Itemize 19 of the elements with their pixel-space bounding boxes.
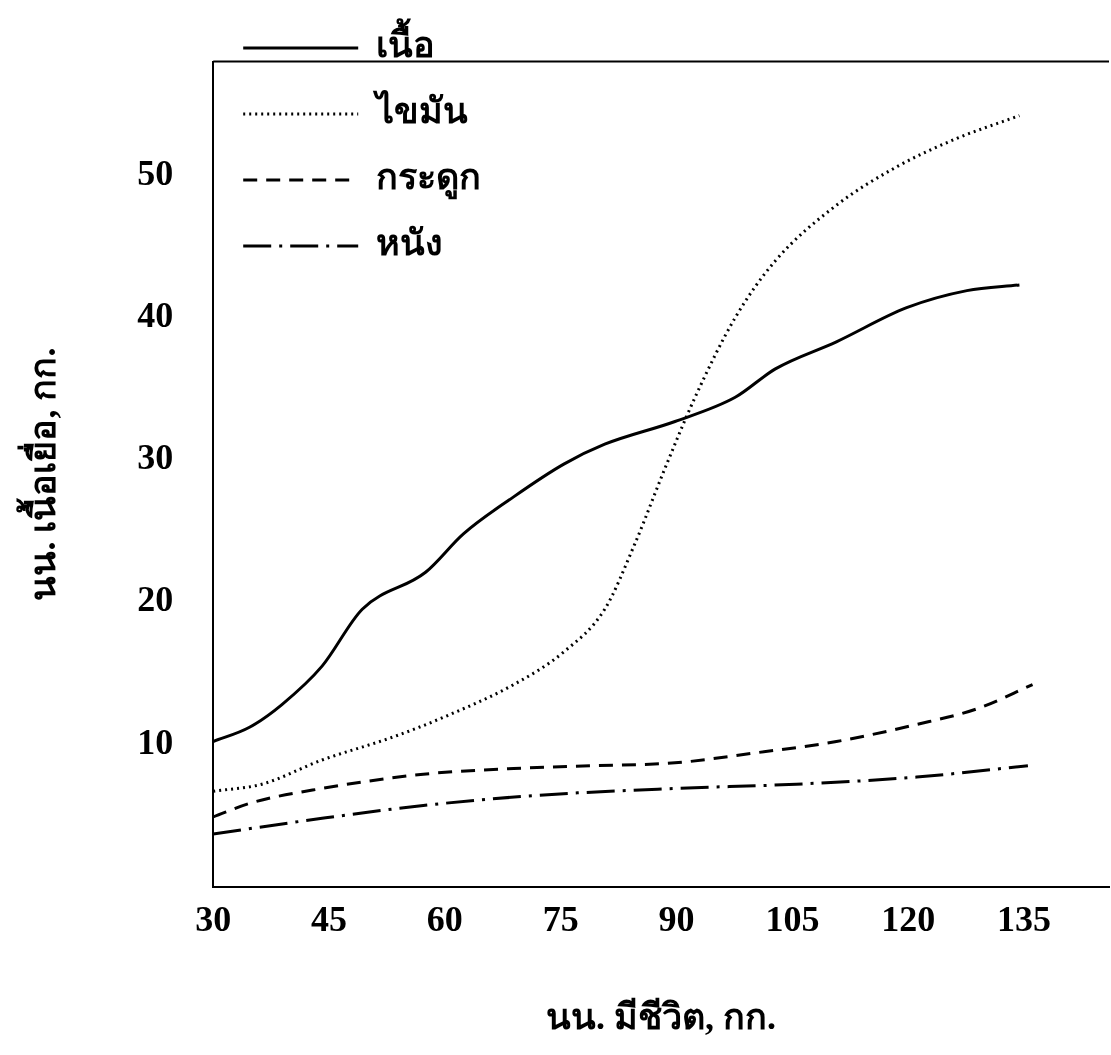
y-axis-title: นน. เนื้อเยื่อ, กก.	[15, 347, 63, 601]
x-tick-label: 90	[658, 899, 695, 940]
legend-label: เนื้อ	[376, 18, 436, 66]
legend-label: กระดูก	[376, 157, 482, 201]
y-tick-label: 30	[137, 437, 174, 478]
y-tick-label: 40	[137, 294, 174, 335]
legend-label: ไขมัน	[372, 89, 469, 132]
y-tick-label: 20	[137, 579, 174, 620]
x-tick-label: 105	[765, 899, 820, 940]
x-tick-label: 45	[311, 899, 348, 940]
x-tick-label: 75	[542, 899, 579, 940]
legend-label: หนัง	[376, 223, 444, 264]
x-tick-label: 120	[881, 899, 936, 940]
x-axis-title: นน. มีชีวิต, กก.	[546, 996, 777, 1037]
y-tick-label: 50	[137, 152, 174, 193]
x-tick-label: 30	[195, 899, 232, 940]
x-tick-label: 135	[997, 899, 1052, 940]
x-tick-label: 60	[426, 899, 463, 940]
y-tick-label: 10	[137, 721, 174, 762]
